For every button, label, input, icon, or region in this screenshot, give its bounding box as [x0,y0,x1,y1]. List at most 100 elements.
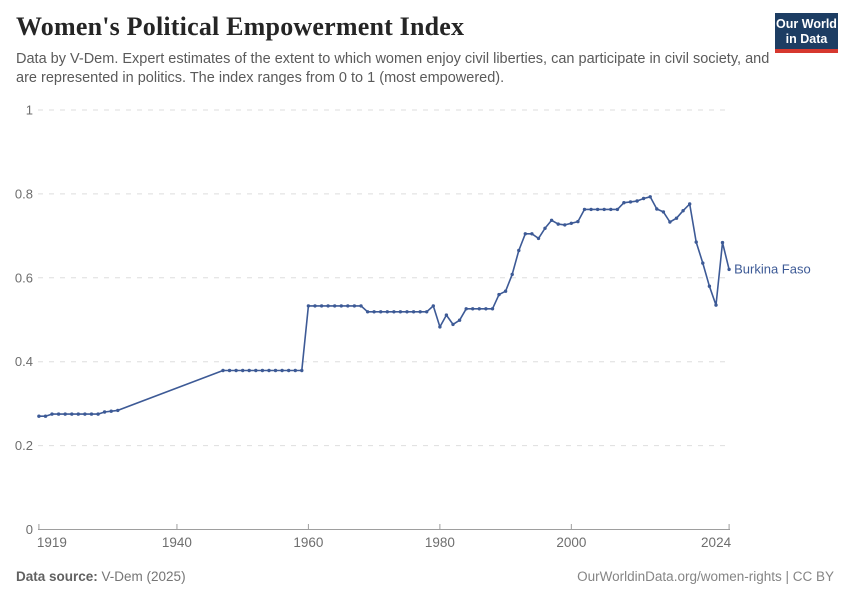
data-point[interactable] [464,307,468,311]
data-point[interactable] [549,218,554,222]
x-axis [38,524,730,530]
data-point[interactable] [569,221,573,225]
data-point[interactable] [319,304,324,308]
x-tick-label: 1980 [425,535,455,550]
data-point[interactable] [260,368,265,373]
data-point[interactable] [438,325,442,329]
data-point[interactable] [576,219,580,224]
data-point[interactable] [96,412,100,416]
data-point[interactable] [648,195,652,199]
data-point[interactable] [727,267,731,272]
data-point[interactable] [102,410,107,414]
data-point[interactable] [641,196,646,201]
data-point[interactable] [365,310,370,314]
data-point[interactable] [405,310,409,314]
data-point[interactable] [234,368,238,373]
data-point[interactable] [56,412,61,416]
data-point[interactable] [701,261,705,265]
data-point[interactable] [503,289,508,293]
data-point[interactable] [372,310,376,314]
data-point[interactable] [674,216,679,220]
data-point[interactable] [635,199,639,203]
y-tick-label: 0 [26,522,33,537]
data-point[interactable] [510,272,514,277]
data-point[interactable] [688,202,692,206]
data-point[interactable] [392,310,396,314]
data-point[interactable] [457,318,462,322]
data-point[interactable] [221,368,225,373]
data-point[interactable] [313,304,317,308]
data-point[interactable] [720,240,725,245]
data-point[interactable] [37,414,41,418]
data-point[interactable] [70,412,74,416]
data-point[interactable] [609,207,613,212]
data-point[interactable] [490,307,495,311]
data-point[interactable] [333,304,337,308]
data-point[interactable] [628,200,633,204]
data-point[interactable] [714,303,718,307]
series-line[interactable] [37,195,731,418]
data-point[interactable] [116,408,120,413]
x-tick-label: 2024 [701,535,732,550]
series-path[interactable] [38,196,730,417]
data-point[interactable] [563,223,567,227]
data-point[interactable] [418,310,422,314]
data-point[interactable] [109,409,113,413]
data-point[interactable] [293,368,297,373]
data-point[interactable] [556,222,560,226]
data-point[interactable] [615,207,620,212]
data-point[interactable] [602,207,606,212]
data-point[interactable] [346,304,350,308]
data-point[interactable] [83,412,87,416]
data-point[interactable] [300,368,304,373]
data-point[interactable] [247,368,251,373]
data-point[interactable] [477,307,481,311]
data-point[interactable] [543,226,547,230]
credit-link[interactable]: OurWorldinData.org/women-rights | CC BY [577,569,834,584]
data-point[interactable] [589,207,593,212]
data-point[interactable] [595,207,600,212]
data-point[interactable] [326,304,330,308]
data-point[interactable] [661,210,666,214]
data-point[interactable] [76,412,81,416]
data-point[interactable] [50,412,54,416]
data-point[interactable] [89,412,94,416]
data-point[interactable] [655,207,659,211]
data-point[interactable] [339,304,343,308]
series-entity-label[interactable]: Burkina Faso [734,261,811,276]
data-point[interactable] [497,292,501,297]
data-point[interactable] [385,310,389,314]
data-point[interactable] [484,307,488,311]
data-point[interactable] [668,220,672,224]
data-point[interactable] [359,304,363,308]
owid-logo[interactable]: Our World in Data [775,13,838,53]
data-point[interactable] [530,232,534,236]
data-point[interactable] [707,284,712,288]
data-point[interactable] [352,304,357,308]
data-point[interactable] [43,414,48,418]
data-point[interactable] [471,307,475,311]
data-point[interactable] [273,368,278,373]
data-point[interactable] [254,368,258,373]
data-point[interactable] [306,304,311,308]
data-point[interactable] [63,412,67,416]
data-point[interactable] [241,368,245,373]
data-point[interactable] [622,201,626,205]
data-point[interactable] [287,368,291,373]
data-point[interactable] [694,240,698,244]
data-point[interactable] [267,368,271,373]
data-point[interactable] [451,322,455,327]
data-point[interactable] [431,304,435,308]
data-point[interactable] [536,236,541,241]
data-point[interactable] [227,368,232,373]
data-point[interactable] [517,248,521,253]
data-point[interactable] [411,310,416,314]
data-point[interactable] [444,313,449,317]
data-point[interactable] [523,232,527,236]
data-point[interactable] [398,310,403,314]
data-point[interactable] [681,209,685,213]
data-point[interactable] [425,310,429,314]
data-point[interactable] [280,368,284,373]
data-point[interactable] [379,310,383,314]
data-point[interactable] [582,207,587,212]
